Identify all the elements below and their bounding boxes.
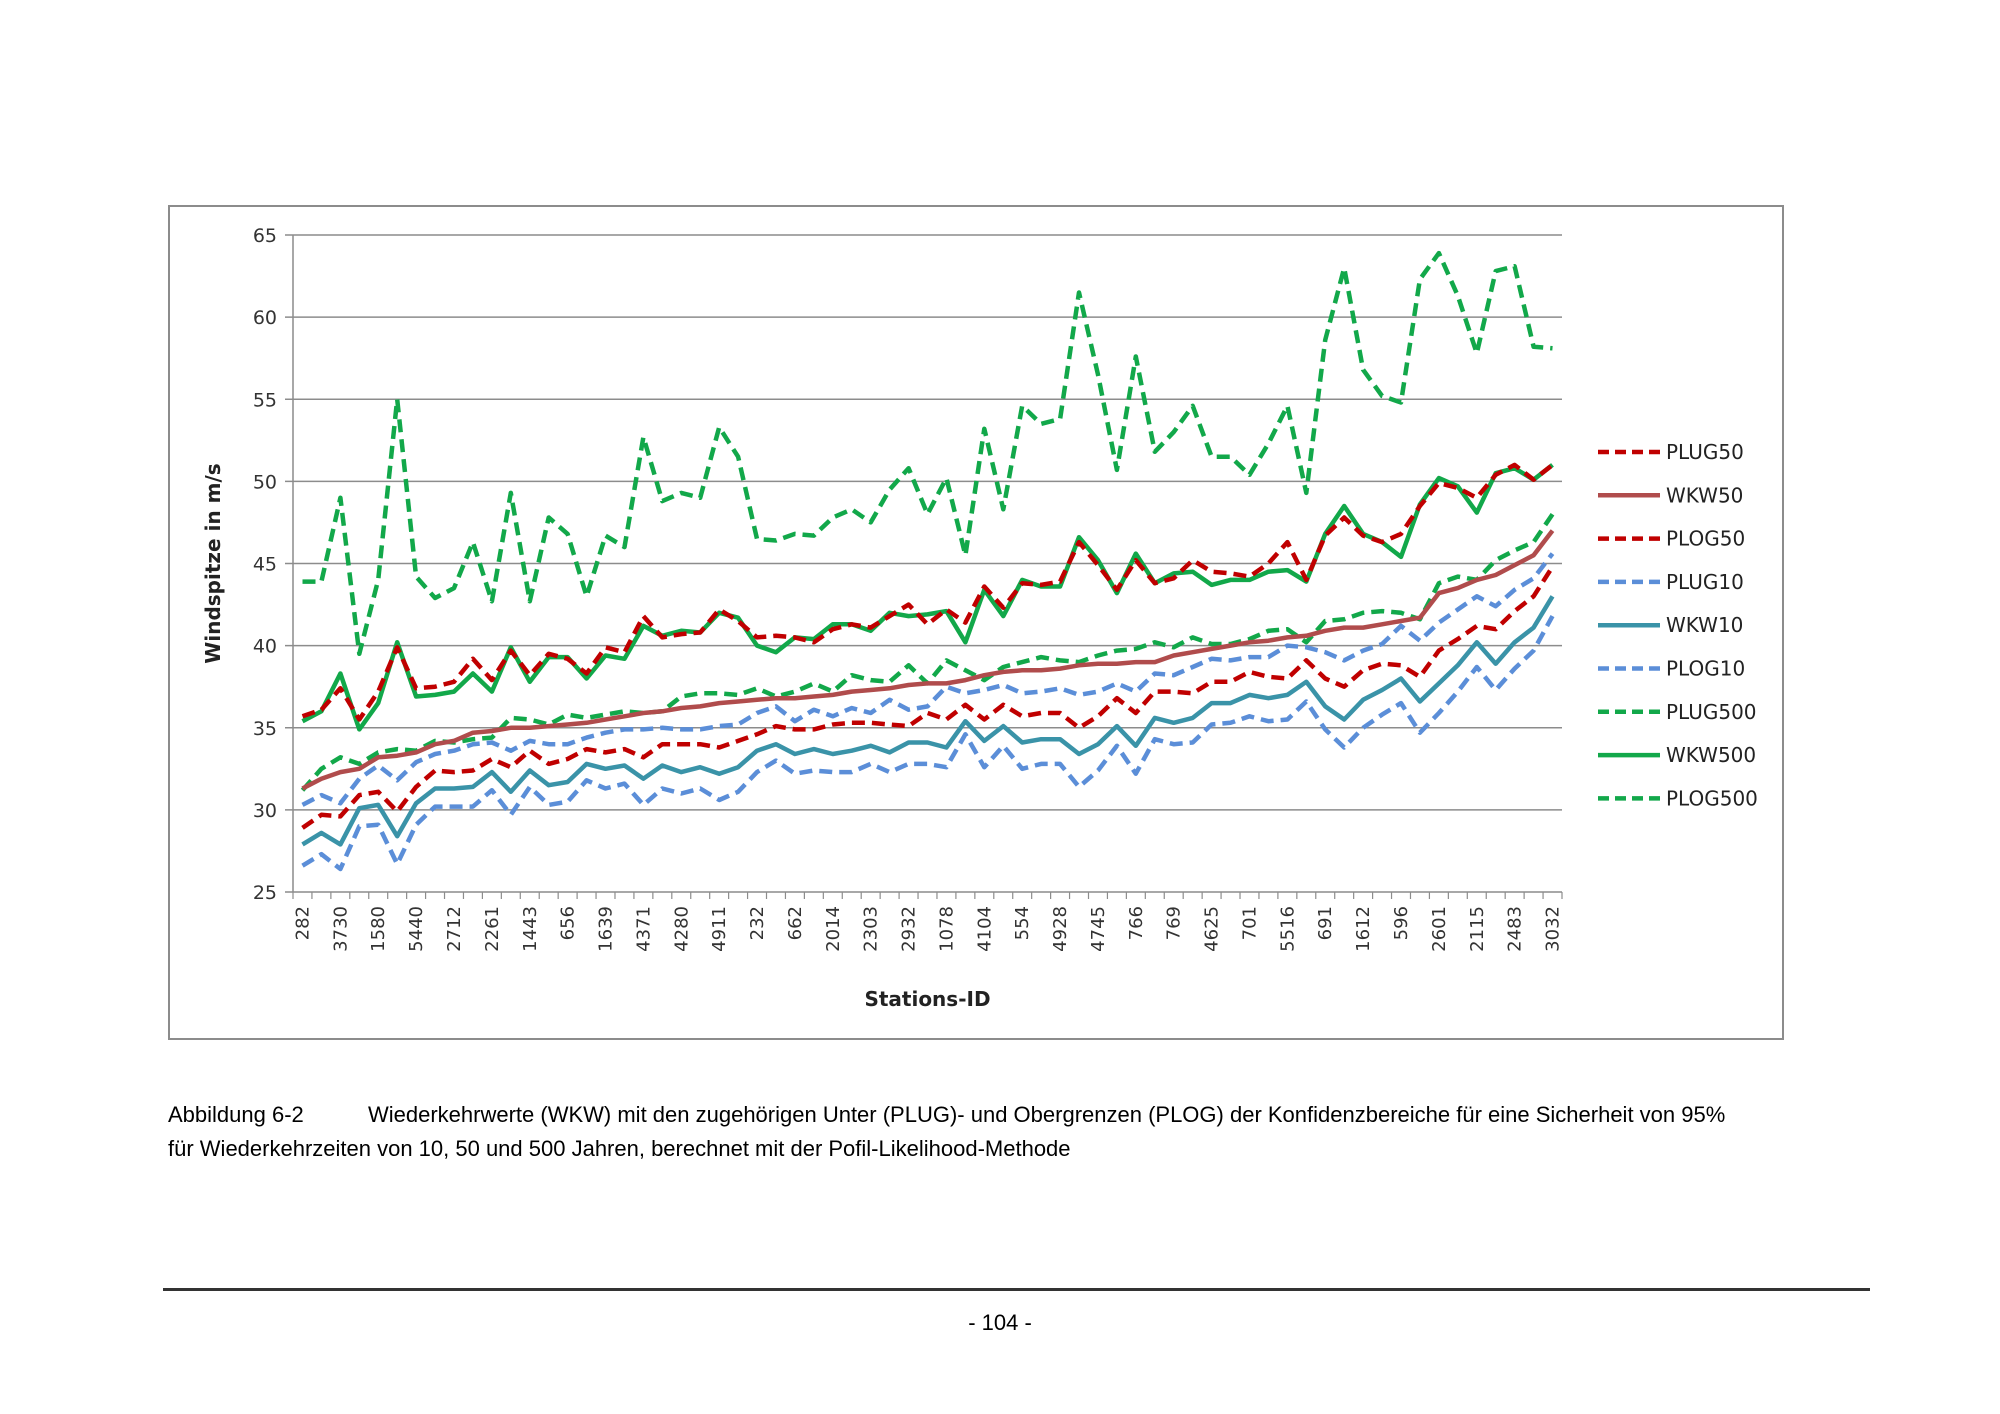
x-tick-label: 282 [292, 906, 313, 940]
x-tick-label: 4625 [1202, 906, 1223, 952]
legend-label-wkw500: WKW500 [1666, 743, 1756, 767]
x-tick-label: 769 [1164, 906, 1185, 940]
figure-caption: Abbildung 6-2 Wiederkehrwerte (WKW) mit d… [168, 1098, 1868, 1166]
x-tick-label: 232 [747, 906, 768, 940]
x-tick-label: 1078 [936, 906, 957, 952]
series-line-plug10 [301, 552, 1555, 807]
x-tick-label: 2261 [482, 906, 503, 952]
series-lines [300, 250, 1555, 872]
x-tick-label: 4104 [974, 906, 995, 952]
x-tick-label: 2712 [444, 906, 465, 952]
x-tick-label: 1580 [368, 906, 389, 952]
series-line-wkw50 [301, 529, 1555, 791]
x-tick-label: 4928 [1050, 906, 1071, 952]
legend: PLUG50 WKW50 PLOG50 PLUG10 WKW10 PLOG10 PLUG50… [1598, 440, 1758, 810]
x-tick-label: 4280 [671, 906, 692, 952]
x-tick-label: 2601 [1429, 906, 1450, 952]
x-tick-label: 2115 [1467, 906, 1488, 952]
x-tick-label: 2303 [861, 906, 882, 952]
y-tick-label: 55 [253, 389, 277, 411]
series-line-wkw500 [301, 463, 1554, 732]
legend-label-plog500: PLOG500 [1666, 786, 1758, 810]
legend-label-plug50: PLUG50 [1666, 440, 1744, 464]
x-tick-label: 662 [785, 906, 806, 940]
x-tick-label: 691 [1315, 906, 1336, 940]
x-tick-label: 2014 [823, 906, 844, 952]
legend-label-plog50: PLOG50 [1666, 527, 1745, 551]
page-number: - 104 - [968, 1310, 1032, 1335]
x-tick-label: 4745 [1088, 906, 1109, 952]
legend-label-wkw50: WKW50 [1666, 483, 1743, 507]
y-tick-label: 60 [253, 307, 277, 329]
y-tick-label: 35 [253, 718, 277, 740]
x-tick-label: 554 [1012, 906, 1033, 940]
x-tick-label: 3730 [330, 906, 351, 952]
x-axis-title: Stations-ID [864, 987, 990, 1011]
series-line-plog50 [301, 565, 1555, 830]
series-line-plog10 [301, 615, 1555, 872]
caption-label: Abbildung 6-2 [168, 1102, 304, 1127]
y-tick-label: 40 [253, 636, 277, 658]
y-tick-label: 65 [253, 225, 277, 247]
x-tick-label: 656 [558, 906, 579, 940]
x-tick-label: 1612 [1353, 906, 1374, 952]
x-tick-label: 4911 [709, 906, 730, 952]
x-tick-label: 2932 [899, 906, 920, 952]
caption-line-1: Wiederkehrwerte (WKW) mit den zugehörige… [368, 1102, 1726, 1127]
y-tick-label: 25 [253, 882, 277, 904]
y-tick-label: 30 [253, 800, 277, 822]
x-tick-label: 5516 [1277, 906, 1298, 952]
legend-label-plug10: PLUG10 [1666, 570, 1744, 594]
line-chart: 25 30 35 40 45 50 55 60 65 282 3730 1580 5440 2712 226… [201, 225, 1758, 1011]
x-tick-label: 1639 [596, 906, 617, 952]
x-tick-label: 4371 [633, 906, 654, 952]
series-line-wkw10 [301, 595, 1555, 847]
x-tick-label: 3032 [1543, 906, 1564, 952]
y-tick-label: 50 [253, 471, 277, 493]
x-tick-label: 596 [1391, 906, 1412, 940]
series-line-plug50 [301, 462, 1554, 722]
footer-divider [163, 1288, 1870, 1291]
x-tick-label: 701 [1239, 906, 1260, 940]
gridlines [285, 234, 1562, 893]
x-tick-label: 5440 [406, 906, 427, 952]
legend-label-wkw10: WKW10 [1666, 613, 1743, 637]
axes: 25 30 35 40 45 50 55 60 65 282 3730 1580 5440 2712 226… [253, 225, 1564, 952]
legend-label-plog10: PLOG10 [1666, 657, 1745, 681]
x-tick-label: 1443 [520, 906, 541, 952]
chart-frame: 25 30 35 40 45 50 55 60 65 282 3730 1580 5440 2712 226… [168, 205, 1784, 1040]
y-axis-title: Windspitze in m/s [201, 463, 225, 663]
y-tick-label: 45 [253, 554, 277, 576]
series-line-plog500 [302, 250, 1553, 657]
caption-line-2: für Wiederkehrzeiten von 10, 50 und 500 … [168, 1136, 1071, 1161]
legend-label-plug500: PLUG500 [1666, 700, 1757, 724]
x-tick-label: 2483 [1505, 906, 1526, 952]
x-tick-label: 766 [1126, 906, 1147, 940]
